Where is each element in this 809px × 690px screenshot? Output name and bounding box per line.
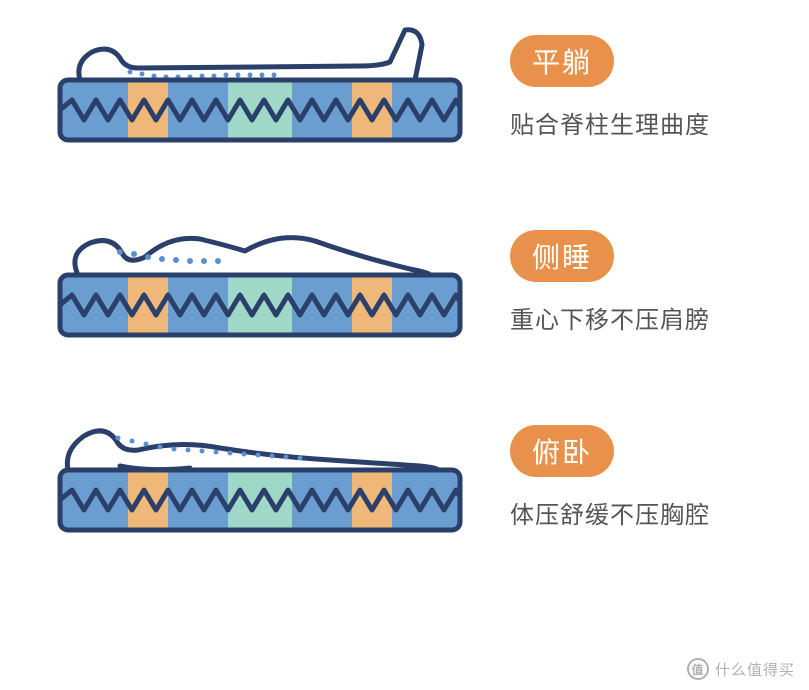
position-desc: 贴合脊柱生理曲度 [510, 105, 710, 140]
position-desc: 体压舒缓不压胸腔 [510, 495, 710, 530]
text-block: 俯卧体压舒缓不压胸腔 [510, 425, 710, 530]
position-row-back: 平躺贴合脊柱生理曲度 [50, 20, 779, 155]
watermark-logo-icon: 值 [687, 658, 709, 680]
text-block: 侧睡重心下移不压肩膀 [510, 230, 710, 335]
diagram-wrap [50, 215, 470, 350]
position-diagram-front [50, 410, 470, 540]
position-badge: 俯卧 [510, 425, 614, 477]
watermark: 值 什么值得买 [687, 658, 795, 680]
watermark-text: 什么值得买 [715, 659, 795, 680]
diagram-wrap [50, 410, 470, 545]
position-badge: 侧睡 [510, 230, 614, 282]
infographic-container: 平躺贴合脊柱生理曲度侧睡重心下移不压肩膀俯卧体压舒缓不压胸腔 [0, 0, 809, 565]
text-block: 平躺贴合脊柱生理曲度 [510, 35, 710, 140]
position-row-front: 俯卧体压舒缓不压胸腔 [50, 410, 779, 545]
position-diagram-back [50, 20, 470, 150]
position-desc: 重心下移不压肩膀 [510, 300, 710, 335]
position-badge: 平躺 [510, 35, 614, 87]
position-diagram-side [50, 215, 470, 345]
position-row-side: 侧睡重心下移不压肩膀 [50, 215, 779, 350]
diagram-wrap [50, 20, 470, 155]
